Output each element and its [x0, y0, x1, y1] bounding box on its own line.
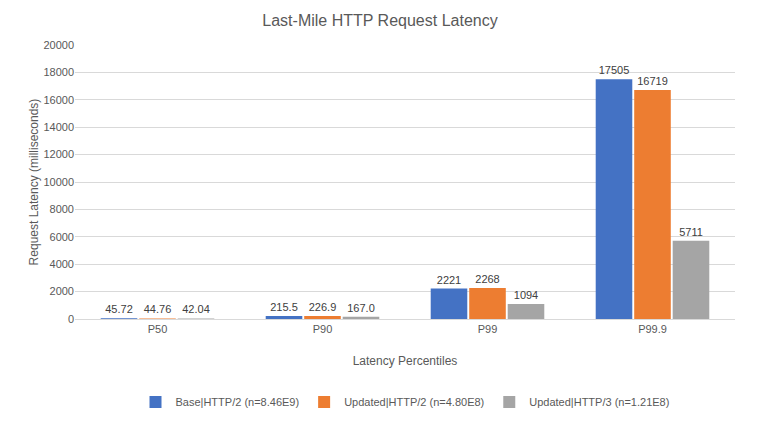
svg-text:215.5: 215.5 — [270, 301, 298, 313]
svg-text:14000: 14000 — [43, 121, 74, 133]
svg-text:P99.9: P99.9 — [638, 323, 667, 335]
svg-text:5711: 5711 — [679, 226, 703, 238]
svg-text:Latency Percentiles: Latency Percentiles — [353, 354, 458, 368]
svg-text:20000: 20000 — [43, 39, 74, 51]
svg-text:0: 0 — [68, 313, 74, 325]
svg-text:Base|HTTP/2 (n=8.46E9): Base|HTTP/2 (n=8.46E9) — [176, 396, 300, 408]
svg-text:12000: 12000 — [43, 148, 74, 160]
svg-text:16000: 16000 — [43, 94, 74, 106]
svg-text:1094: 1094 — [514, 289, 538, 301]
svg-text:Request Latency (milliseconds): Request Latency (milliseconds) — [27, 99, 41, 266]
svg-text:44.76: 44.76 — [144, 303, 172, 315]
svg-text:2000: 2000 — [50, 285, 74, 297]
svg-text:Updated|HTTP/2 (n=4.80E8): Updated|HTTP/2 (n=4.80E8) — [344, 396, 484, 408]
svg-text:P50: P50 — [148, 323, 168, 335]
svg-text:4000: 4000 — [50, 258, 74, 270]
svg-text:16719: 16719 — [637, 75, 668, 87]
svg-text:2221: 2221 — [437, 274, 461, 286]
svg-text:45.72: 45.72 — [105, 303, 133, 315]
svg-text:Last-Mile HTTP Request Latency: Last-Mile HTTP Request Latency — [262, 12, 497, 29]
svg-text:2268: 2268 — [475, 273, 499, 285]
svg-text:42.04: 42.04 — [182, 303, 210, 315]
svg-text:10000: 10000 — [43, 176, 74, 188]
svg-text:P90: P90 — [313, 323, 333, 335]
svg-text:P99: P99 — [478, 323, 498, 335]
svg-text:18000: 18000 — [43, 66, 74, 78]
svg-text:8000: 8000 — [50, 203, 74, 215]
svg-text:17505: 17505 — [599, 64, 630, 76]
svg-text:167.0: 167.0 — [347, 302, 375, 314]
svg-text:6000: 6000 — [50, 231, 74, 243]
svg-text:Updated|HTTP/3 (n=1.21E8): Updated|HTTP/3 (n=1.21E8) — [529, 396, 669, 408]
svg-text:226.9: 226.9 — [309, 301, 337, 313]
